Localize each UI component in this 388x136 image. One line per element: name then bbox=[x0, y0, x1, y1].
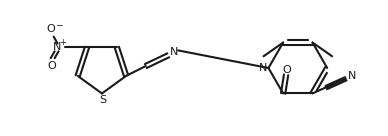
Text: N: N bbox=[258, 63, 267, 73]
Text: O: O bbox=[283, 65, 291, 75]
Text: +: + bbox=[59, 38, 66, 47]
Text: O: O bbox=[47, 61, 56, 71]
Text: N: N bbox=[54, 42, 62, 52]
Text: O: O bbox=[46, 24, 55, 34]
Text: N: N bbox=[170, 47, 178, 57]
Text: −: − bbox=[55, 20, 62, 29]
Text: N: N bbox=[348, 71, 356, 81]
Text: S: S bbox=[99, 95, 106, 105]
